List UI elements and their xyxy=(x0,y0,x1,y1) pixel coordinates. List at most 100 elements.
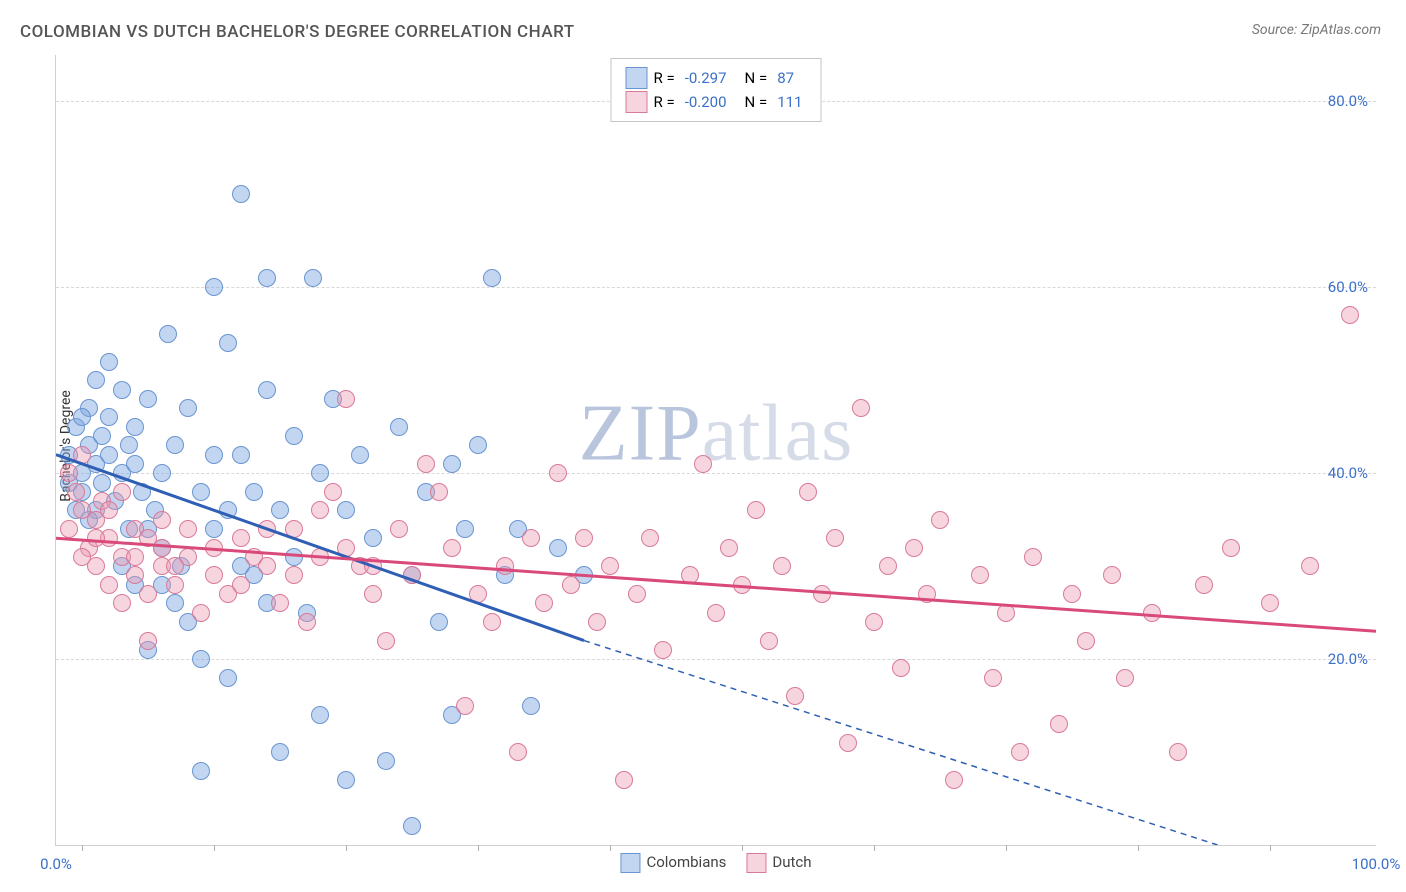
data-point xyxy=(113,594,131,612)
data-point xyxy=(1103,566,1121,584)
data-point xyxy=(192,762,210,780)
data-point xyxy=(1011,743,1029,761)
grid-line xyxy=(56,473,1376,474)
data-point xyxy=(1301,557,1319,575)
x-tick-mark xyxy=(1006,845,1007,851)
chart-plot-area: ZIPatlas R =-0.297N =87R =-0.200N =111 C… xyxy=(55,55,1376,846)
legend-item: Colombians xyxy=(620,853,726,873)
data-point xyxy=(285,427,303,445)
data-point xyxy=(997,604,1015,622)
data-point xyxy=(153,511,171,529)
data-point xyxy=(390,418,408,436)
x-tick-mark xyxy=(874,845,875,851)
data-point xyxy=(120,436,138,454)
data-point xyxy=(1024,548,1042,566)
data-point xyxy=(364,529,382,547)
data-point xyxy=(139,632,157,650)
data-point xyxy=(1116,669,1134,687)
data-point xyxy=(232,185,250,203)
data-point xyxy=(100,576,118,594)
data-point xyxy=(285,520,303,538)
data-point xyxy=(931,511,949,529)
data-point xyxy=(93,474,111,492)
data-point xyxy=(694,455,712,473)
data-point xyxy=(483,269,501,287)
data-point xyxy=(73,548,91,566)
data-point xyxy=(311,706,329,724)
data-point xyxy=(205,278,223,296)
data-point xyxy=(100,408,118,426)
data-point xyxy=(139,390,157,408)
data-point xyxy=(707,604,725,622)
data-point xyxy=(1222,539,1240,557)
data-point xyxy=(73,408,91,426)
x-tick-mark xyxy=(478,845,479,851)
data-point xyxy=(483,613,501,631)
data-point xyxy=(681,566,699,584)
data-point xyxy=(1261,594,1279,612)
n-label: N = xyxy=(745,93,768,111)
x-tick-mark xyxy=(214,845,215,851)
data-point xyxy=(364,585,382,603)
data-point xyxy=(205,566,223,584)
data-point xyxy=(100,353,118,371)
data-point xyxy=(1169,743,1187,761)
data-point xyxy=(364,557,382,575)
legend-label: Dutch xyxy=(772,853,811,871)
data-point xyxy=(377,632,395,650)
grid-line xyxy=(56,659,1376,660)
data-point xyxy=(799,483,817,501)
data-point xyxy=(298,613,316,631)
data-point xyxy=(159,325,177,343)
data-point xyxy=(403,566,421,584)
x-tick-mark xyxy=(1138,845,1139,851)
data-point xyxy=(351,446,369,464)
source-name: ZipAtlas.com xyxy=(1301,22,1381,38)
watermark-atlas: atlas xyxy=(702,390,854,478)
data-point xyxy=(285,566,303,584)
series-legend: Colombians Dutch xyxy=(620,853,811,873)
data-point xyxy=(549,464,567,482)
data-point xyxy=(813,585,831,603)
x-tick-mark xyxy=(82,845,83,851)
data-point xyxy=(733,576,751,594)
data-point xyxy=(865,613,883,631)
data-point xyxy=(126,455,144,473)
data-point xyxy=(285,548,303,566)
data-point xyxy=(153,464,171,482)
legend-swatch xyxy=(620,853,640,873)
y-tick-label: 80.0% xyxy=(1328,92,1368,110)
data-point xyxy=(337,771,355,789)
data-point xyxy=(126,418,144,436)
data-point xyxy=(271,501,289,519)
data-point xyxy=(654,641,672,659)
data-point xyxy=(522,697,540,715)
x-tick-mark xyxy=(346,845,347,851)
data-point xyxy=(641,529,659,547)
data-point xyxy=(443,539,461,557)
data-point xyxy=(205,520,223,538)
y-tick-label: 20.0% xyxy=(1328,650,1368,668)
data-point xyxy=(126,548,144,566)
data-point xyxy=(304,269,322,287)
data-point xyxy=(126,566,144,584)
data-point xyxy=(1077,632,1095,650)
data-point xyxy=(232,576,250,594)
r-label: R = xyxy=(654,69,675,87)
data-point xyxy=(760,632,778,650)
data-point xyxy=(73,446,91,464)
data-point xyxy=(496,557,514,575)
data-point xyxy=(113,483,131,501)
data-point xyxy=(337,501,355,519)
data-point xyxy=(522,529,540,547)
data-point xyxy=(93,427,111,445)
data-point xyxy=(324,483,342,501)
data-point xyxy=(390,520,408,538)
data-point xyxy=(311,501,329,519)
data-point xyxy=(1195,576,1213,594)
chart-title: COLOMBIAN VS DUTCH BACHELOR'S DEGREE COR… xyxy=(20,22,575,42)
data-point xyxy=(166,557,184,575)
data-point xyxy=(60,520,78,538)
data-point xyxy=(87,529,105,547)
data-point xyxy=(258,269,276,287)
